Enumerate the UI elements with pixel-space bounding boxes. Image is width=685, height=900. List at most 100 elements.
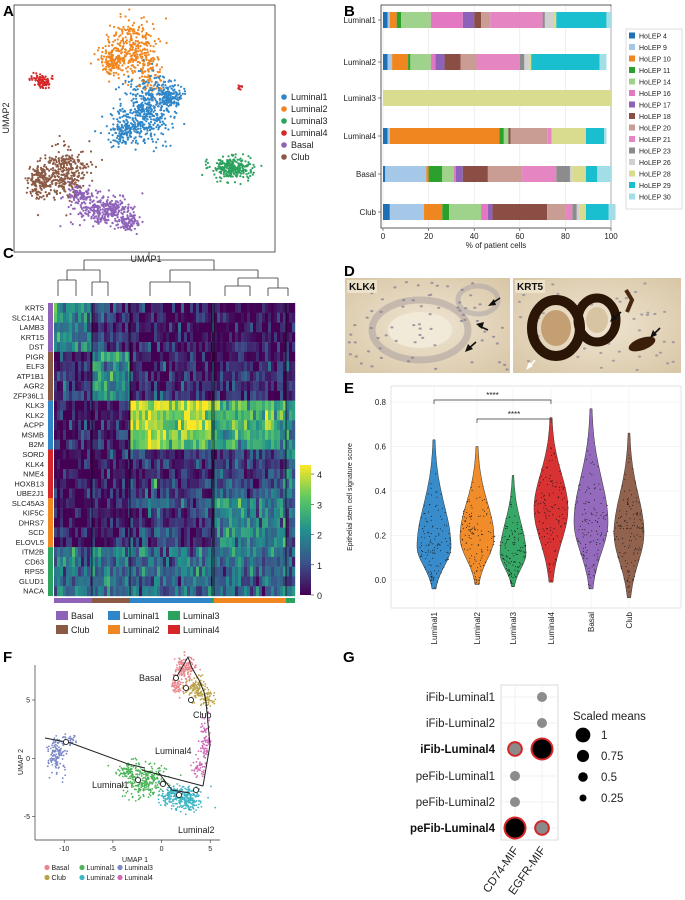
heatmap-cell (289, 420, 293, 431)
heatmap-cell (178, 556, 182, 567)
heatmap-cell (90, 517, 93, 528)
heatmap-cell (292, 361, 296, 372)
heatmap-cell (72, 361, 76, 372)
umap-a-point (139, 130, 143, 133)
heatmap-cell (125, 390, 129, 401)
heatmap-cell (69, 527, 73, 538)
umap-a-point (236, 158, 239, 161)
heatmap-cell (78, 508, 82, 519)
heatmap-cell (268, 478, 272, 489)
umap-a-point (157, 83, 160, 86)
umap-a-point (119, 137, 122, 140)
heatmap-cell (92, 537, 96, 548)
heatmap-cell (122, 449, 126, 460)
heatmap-cell (81, 547, 85, 558)
heatmap-cell (163, 488, 167, 499)
umap-a-point (229, 175, 233, 178)
umap-a-point (141, 48, 144, 51)
heatmap-cell (289, 556, 293, 567)
heatmap-cell (87, 390, 91, 401)
heatmap-cell (199, 332, 203, 343)
heatmap-row-pigr (54, 351, 296, 362)
umap-a-point (112, 25, 116, 29)
heatmap-cell (292, 439, 296, 450)
umap-a-point (146, 83, 149, 86)
heatmap-cell (199, 517, 203, 528)
heatmap-cell (110, 322, 114, 333)
heatmap-cell (229, 527, 233, 538)
heatmap-cell (217, 488, 221, 499)
heatmap-cell (101, 381, 105, 392)
heatmap-cell (250, 469, 254, 479)
heatmap-cell (104, 410, 108, 421)
umap-a-point (158, 98, 161, 101)
umap-a-point (129, 92, 132, 95)
umap-a-point (157, 105, 160, 108)
umap-a-point (132, 211, 135, 214)
umap-a-point (45, 167, 49, 170)
heatmap-cell (125, 429, 129, 440)
umap-a-point (106, 212, 109, 215)
umap-a-point (75, 201, 78, 204)
heatmap-cell (160, 488, 164, 499)
heatmap-cell (229, 547, 233, 558)
heatmap-cell (90, 488, 93, 499)
heatmap-cell (104, 381, 108, 392)
heatmap-cell (169, 420, 173, 431)
heatmap-cell (211, 517, 213, 528)
heatmap-cell (160, 361, 164, 372)
heatmap-cell (139, 322, 143, 333)
heatmap-cell (113, 459, 117, 470)
heatmap-cell (193, 498, 197, 509)
heatmap-cell (95, 439, 99, 450)
heatmap-cell (226, 478, 230, 489)
heatmap-cell (60, 556, 64, 567)
heatmap-cell (268, 303, 272, 313)
heatmap-cell (122, 459, 126, 470)
umap-a-point (66, 172, 69, 175)
umap-a-point (44, 154, 47, 157)
heatmap-cell (193, 400, 197, 411)
heatmap-cell (259, 547, 263, 558)
heatmap-cell (136, 517, 140, 528)
heatmap-cell (169, 342, 173, 353)
heatmap-cell (172, 488, 176, 499)
heatmap-cell (250, 410, 254, 421)
heatmap-cell (181, 508, 185, 519)
heatmap-cell (151, 556, 155, 567)
umap-a-point (142, 28, 145, 31)
heatmap-cell (130, 351, 134, 362)
umap-a-point (120, 216, 123, 219)
heatmap-cell (110, 332, 114, 343)
heatmap-cell (78, 351, 82, 362)
umap-a-point (35, 185, 38, 188)
heatmap-cell (178, 508, 182, 519)
heatmap-cell (75, 381, 79, 392)
heatmap-row-nme4 (54, 469, 296, 479)
heatmap-cell (196, 361, 200, 372)
heatmap-cell (220, 332, 224, 343)
heatmap-cell (187, 303, 191, 313)
heatmap-cell (212, 508, 215, 519)
heatmap-cell (181, 498, 185, 509)
heatmap-cell (211, 537, 213, 548)
heatmap-cell (289, 439, 293, 450)
umap-a-point (230, 163, 233, 166)
heatmap-cell (226, 508, 230, 519)
heatmap-cell (166, 566, 170, 577)
heatmap-cell (107, 537, 111, 548)
umap-a-point (127, 227, 130, 230)
heatmap-cell (184, 556, 188, 567)
umap-a-point (112, 74, 115, 77)
heatmap-cell (90, 420, 93, 431)
umap-a-point (183, 90, 186, 93)
heatmap-cell (181, 400, 185, 411)
umap-a-point (121, 107, 124, 110)
heatmap-cell (84, 449, 88, 460)
heatmap-cell (292, 556, 296, 567)
umap-a-point (144, 88, 147, 91)
umap-a-point (75, 167, 78, 170)
umap-a-point (74, 189, 78, 192)
heatmap-cell (217, 527, 221, 538)
umap-a-point (242, 175, 245, 179)
